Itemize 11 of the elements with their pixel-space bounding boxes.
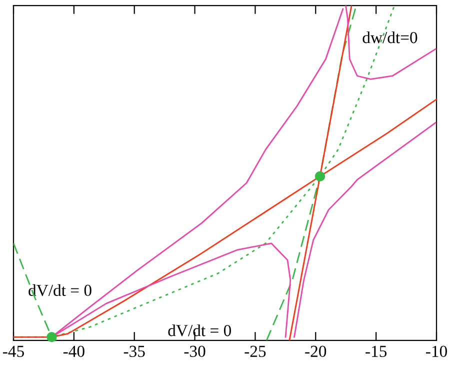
x-tick-label: -20 xyxy=(305,346,326,357)
x-tick-label: -15 xyxy=(366,346,387,357)
x-tick-label: -25 xyxy=(244,346,266,357)
annotation: dV/dt = 0 xyxy=(168,324,231,336)
x-tick-label: -10 xyxy=(426,346,447,357)
x-tick-label: -30 xyxy=(184,346,206,357)
x-tick-label: -45 xyxy=(3,346,24,357)
x-tick-label: -35 xyxy=(124,346,145,357)
annotation: dw/dt=0 xyxy=(362,31,418,44)
annotation: dV/dt = 0 xyxy=(28,284,92,296)
x-tick-label: -40 xyxy=(63,346,84,357)
